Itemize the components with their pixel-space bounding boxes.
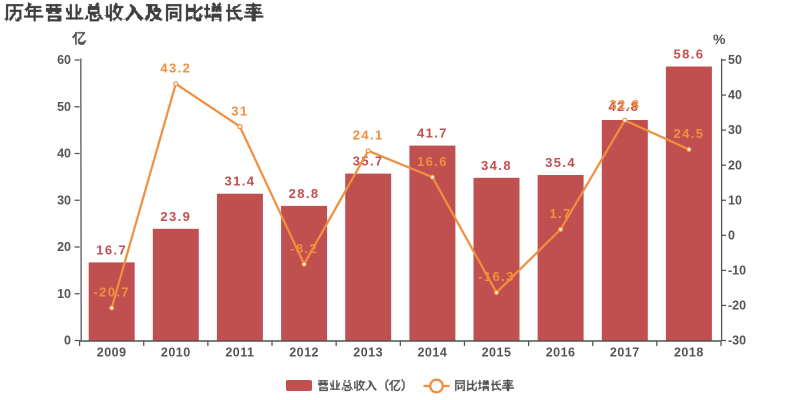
svg-text:43.2: 43.2 — [160, 61, 191, 76]
svg-text:2009: 2009 — [97, 346, 127, 360]
svg-text:2011: 2011 — [225, 346, 254, 360]
svg-text:31.4: 31.4 — [224, 174, 255, 189]
svg-text:-10: -10 — [728, 264, 746, 278]
svg-text:-20: -20 — [728, 299, 746, 313]
svg-text:50: 50 — [728, 53, 742, 67]
svg-text:2015: 2015 — [482, 346, 512, 360]
svg-text:31: 31 — [231, 103, 248, 118]
svg-text:10: 10 — [728, 193, 742, 207]
svg-text:50: 50 — [57, 100, 71, 114]
svg-text:40: 40 — [728, 88, 742, 102]
svg-text:30: 30 — [57, 193, 71, 207]
svg-text:20: 20 — [728, 158, 742, 172]
svg-text:2016: 2016 — [546, 346, 576, 360]
svg-text:28.8: 28.8 — [289, 186, 320, 201]
svg-text:2012: 2012 — [289, 346, 319, 360]
svg-text:32.8: 32.8 — [609, 97, 640, 112]
svg-text:35.4: 35.4 — [545, 155, 576, 170]
svg-text:16.7: 16.7 — [96, 242, 127, 257]
svg-text:24.1: 24.1 — [353, 128, 384, 143]
svg-text:2013: 2013 — [353, 346, 383, 360]
svg-text:2010: 2010 — [161, 346, 191, 360]
svg-text:2014: 2014 — [417, 346, 447, 360]
svg-text:2017: 2017 — [610, 346, 640, 360]
svg-text:10: 10 — [57, 287, 71, 301]
svg-text:0: 0 — [728, 228, 735, 242]
svg-text:1.7: 1.7 — [549, 206, 571, 221]
svg-text:-8.2: -8.2 — [290, 241, 318, 256]
svg-text:20: 20 — [57, 240, 71, 254]
svg-text:2018: 2018 — [674, 346, 704, 360]
svg-text:30: 30 — [728, 123, 742, 137]
svg-text:23.9: 23.9 — [160, 209, 191, 224]
svg-text:41.7: 41.7 — [417, 126, 448, 141]
svg-text:58.6: 58.6 — [673, 47, 704, 62]
svg-text:60: 60 — [57, 53, 71, 67]
svg-text:-16.3: -16.3 — [478, 269, 515, 284]
svg-text:-30: -30 — [728, 334, 746, 348]
svg-text:%: % — [713, 31, 726, 47]
svg-text:42.8: 42.8 — [608, 99, 639, 114]
svg-text:-20.7: -20.7 — [93, 285, 130, 300]
svg-text:34.8: 34.8 — [481, 158, 512, 173]
svg-text:24.5: 24.5 — [673, 126, 704, 141]
svg-text:0: 0 — [64, 334, 71, 348]
svg-text:16.6: 16.6 — [417, 154, 448, 169]
svg-text:40: 40 — [57, 147, 71, 161]
